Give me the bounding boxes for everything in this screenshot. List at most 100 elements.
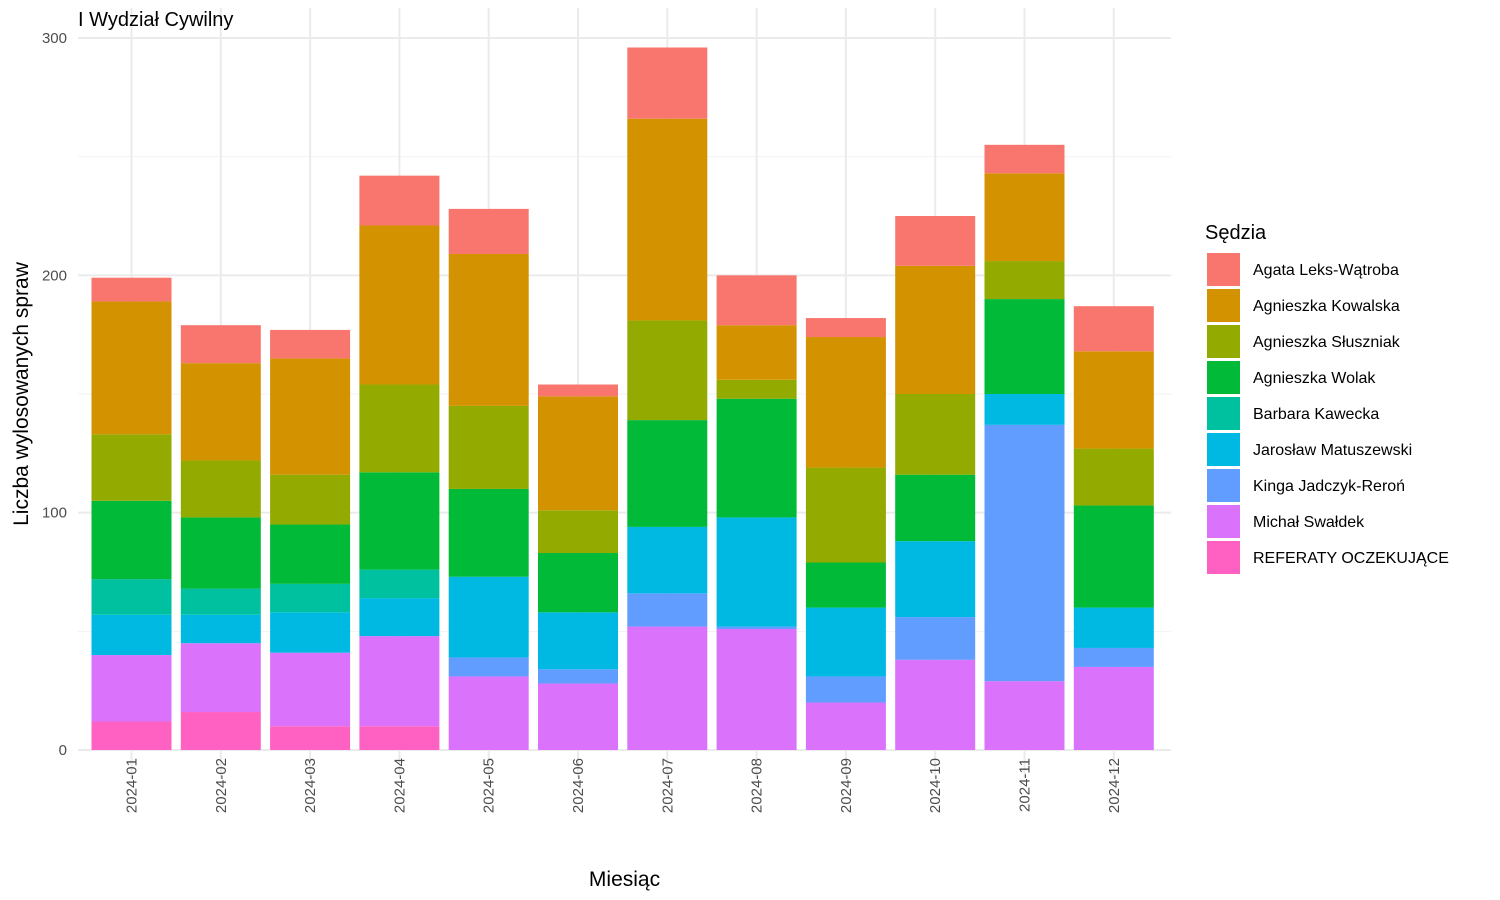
bar-segment: Agata Leks-Wątroba — 2024-10: 21 xyxy=(895,216,976,266)
y-tick-label: 100 xyxy=(42,505,67,522)
bar-segment: Kinga Jadczyk-Reroń — 2024-06: 6 xyxy=(538,669,618,684)
bar-segment: Agnieszka Kowalska — 2024-11: 37 xyxy=(984,173,1065,262)
x-tick-label: 2024-11 xyxy=(1017,758,1034,812)
bar-segment: Agnieszka Słuszniak — 2024-02: 24 xyxy=(180,460,261,518)
bar-segment: Agnieszka Kowalska — 2024-01: 56 xyxy=(91,301,172,435)
bar-segment: Agata Leks-Wątroba — 2024-07: 30 xyxy=(627,47,708,119)
bar-segment: Agnieszka Kowalska — 2024-08: 23 xyxy=(716,325,797,380)
bar-segment: Agata Leks-Wątroba — 2024-05: 19 xyxy=(448,208,529,254)
bar-segment: Kinga Jadczyk-Reroń — 2024-10: 18 xyxy=(895,617,976,660)
x-tick-label: 2024-12 xyxy=(1106,758,1123,813)
bar-segment: Agnieszka Kowalska — 2024-12: 41 xyxy=(1073,351,1154,449)
bar-segment: Michał Swałdek — 2024-04: 38 xyxy=(359,636,440,727)
bar-segment: Michał Swałdek — 2024-09: 20 xyxy=(805,702,886,750)
bar-segment: Agata Leks-Wątroba — 2024-11: 12 xyxy=(984,144,1065,174)
legend-label: Michał Swałdek xyxy=(1253,514,1365,531)
bar-segment: Jarosław Matuszewski — 2024-03: 17 xyxy=(270,612,351,653)
legend-title: Sędzia xyxy=(1205,222,1267,244)
bar-segment: Agata Leks-Wątroba — 2024-02: 16 xyxy=(180,325,261,364)
bar-segment: Michał Swałdek — 2024-05: 31 xyxy=(448,676,529,750)
bar-segment: Agata Leks-Wątroba — 2024-06: 5 xyxy=(538,384,618,397)
x-tick-label: 2024-07 xyxy=(659,758,676,813)
bar-segment: Jarosław Matuszewski — 2024-07: 28 xyxy=(627,526,708,594)
legend-label: Kinga Jadczyk-Reroń xyxy=(1253,478,1405,495)
bar-segment: Agnieszka Wolak — 2024-06: 25 xyxy=(538,553,618,613)
bar-segment: Michał Swałdek — 2024-03: 31 xyxy=(270,652,351,727)
x-tick-label: 2024-04 xyxy=(391,758,408,813)
x-tick-label: 2024-02 xyxy=(213,758,230,813)
bar-segment: Agnieszka Kowalska — 2024-03: 49 xyxy=(270,358,351,475)
legend: Sędzia Agata Leks-Wątroba Agnieszka Kowal… xyxy=(1205,222,1449,574)
bar-segment: Jarosław Matuszewski — 2024-10: 32 xyxy=(895,541,976,618)
bar-segment: Agnieszka Wolak — 2024-07: 45 xyxy=(627,420,708,527)
x-tick-label: 2024-03 xyxy=(302,758,319,813)
bar-segment: Kinga Jadczyk-Reroń — 2024-08: 1 xyxy=(716,626,797,629)
bar-segment: Agata Leks-Wątroba — 2024-04: 21 xyxy=(359,175,440,226)
bar-segment: Jarosław Matuszewski — 2024-09: 29 xyxy=(805,607,886,677)
legend-label: Jarosław Matuszewski xyxy=(1253,442,1412,459)
bars-layer: REFERATY OCZEKUJĄCE — 2024-01: 12 Michał … xyxy=(91,47,1154,750)
x-tick-label: 2024-08 xyxy=(749,758,766,813)
bar-segment: Agata Leks-Wątroba — 2024-01: 10 xyxy=(91,277,172,302)
bar-segment: Jarosław Matuszewski — 2024-08: 46 xyxy=(716,517,797,627)
legend-label: Agnieszka Kowalska xyxy=(1253,298,1400,315)
bar-segment: Agnieszka Słuszniak — 2024-07: 42 xyxy=(627,320,708,421)
legend-swatch xyxy=(1207,325,1240,358)
bar-segment: Kinga Jadczyk-Reroń — 2024-11: 108 xyxy=(984,424,1065,682)
legend-swatch xyxy=(1207,361,1240,394)
bar-segment: Michał Swałdek — 2024-11: 29 xyxy=(984,681,1065,750)
bar-segment: Barbara Kawecka — 2024-04: 12 xyxy=(359,569,440,599)
legend-swatch xyxy=(1207,289,1240,322)
bar-segment: Agnieszka Słuszniak — 2024-05: 35 xyxy=(448,405,529,489)
bar-segment: Michał Swałdek — 2024-08: 51 xyxy=(716,628,797,750)
bar-segment: Agnieszka Kowalska — 2024-04: 67 xyxy=(359,225,440,385)
bar-segment: Barbara Kawecka — 2024-01: 15 xyxy=(91,579,172,615)
bar-segment: Agnieszka Słuszniak — 2024-09: 40 xyxy=(805,467,886,563)
legend-swatch xyxy=(1207,253,1240,286)
bar-segment: Agata Leks-Wątroba — 2024-09: 8 xyxy=(805,318,886,338)
bar-segment: REFERATY OCZEKUJĄCE — 2024-03: 10 xyxy=(270,726,351,750)
bar-segment: Agata Leks-Wątroba — 2024-03: 12 xyxy=(270,329,351,359)
bar-segment: Agata Leks-Wątroba — 2024-08: 21 xyxy=(716,275,797,326)
chart-title: I Wydział Cywilny xyxy=(78,9,233,31)
bar-segment: Kinga Jadczyk-Reroń — 2024-07: 14 xyxy=(627,593,708,627)
bar-segment: Agnieszka Słuszniak — 2024-06: 18 xyxy=(538,510,618,554)
legend-label: Agnieszka Słuszniak xyxy=(1253,334,1401,351)
y-tick-labels: 0 100 200 300 xyxy=(42,30,67,759)
bar-segment: Agnieszka Słuszniak — 2024-01: 28 xyxy=(91,434,172,501)
bar-segment: Agnieszka Kowalska — 2024-06: 48 xyxy=(538,396,618,511)
x-axis-title: Miesiąc xyxy=(589,868,660,891)
bar-segment: Agnieszka Wolak — 2024-08: 50 xyxy=(716,398,797,518)
bar-segment: Agnieszka Wolak — 2024-09: 19 xyxy=(805,562,886,608)
bar-segment: Agnieszka Słuszniak — 2024-11: 16 xyxy=(984,261,1065,300)
bar-segment: Agnieszka Kowalska — 2024-05: 64 xyxy=(448,253,529,406)
y-tick-label: 300 xyxy=(42,30,67,47)
bar-segment: Kinga Jadczyk-Reroń — 2024-09: 11 xyxy=(805,676,886,703)
bar-segment: Agnieszka Wolak — 2024-03: 25 xyxy=(270,524,351,584)
bar-segment: Agnieszka Słuszniak — 2024-12: 24 xyxy=(1073,448,1154,506)
x-tick-label: 2024-05 xyxy=(481,758,498,813)
legend-label: Agnieszka Wolak xyxy=(1253,370,1376,387)
x-tick-label: 2024-01 xyxy=(124,758,141,813)
bar-segment: Agnieszka Wolak — 2024-10: 28 xyxy=(895,474,976,542)
y-tick-label: 200 xyxy=(42,267,67,284)
x-tick-labels: 2024-01 2024-02 2024-03 2024-04 2024-05 2024-… xyxy=(124,758,1123,813)
bar-segment: Agnieszka Wolak — 2024-05: 37 xyxy=(448,488,529,577)
bar-segment: Jarosław Matuszewski — 2024-01: 17 xyxy=(91,614,172,656)
bar-segment: REFERATY OCZEKUJĄCE — 2024-02: 16 xyxy=(180,712,261,750)
legend-items: Agata Leks-Wątroba Agnieszka Kowalska Agni… xyxy=(1207,253,1449,574)
legend-label: Barbara Kawecka xyxy=(1253,406,1379,423)
bar-segment: Agnieszka Kowalska — 2024-09: 55 xyxy=(805,337,886,468)
bar-segment: Michał Swałdek — 2024-10: 38 xyxy=(895,659,976,750)
bar-segment: Agnieszka Kowalska — 2024-02: 41 xyxy=(180,363,261,461)
bar-segment: Michał Swałdek — 2024-12: 35 xyxy=(1073,666,1154,750)
bar-segment: Barbara Kawecka — 2024-03: 12 xyxy=(270,583,351,613)
legend-label: Agata Leks-Wątroba xyxy=(1253,262,1399,279)
bar-segment: Kinga Jadczyk-Reroń — 2024-05: 8 xyxy=(448,657,529,677)
bar-segment: REFERATY OCZEKUJĄCE — 2024-01: 12 xyxy=(91,721,172,750)
bar-segment: Agnieszka Wolak — 2024-12: 43 xyxy=(1073,505,1154,608)
bar-segment: Agnieszka Słuszniak — 2024-03: 21 xyxy=(270,474,351,525)
legend-swatch xyxy=(1207,505,1240,538)
